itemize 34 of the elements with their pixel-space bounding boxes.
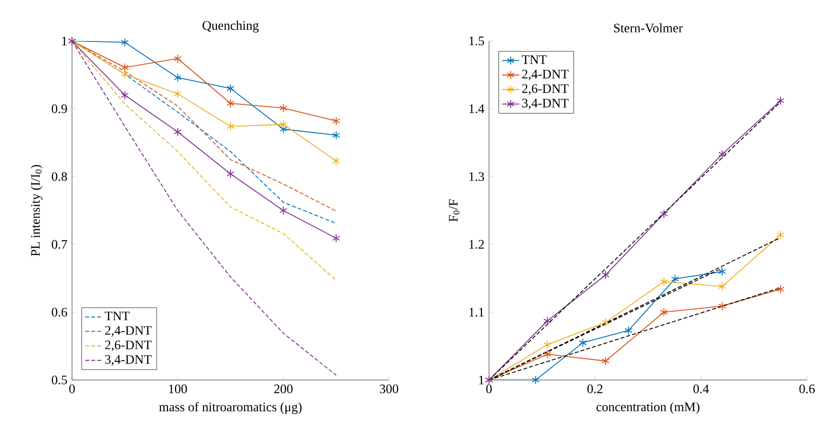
- y-tick-label: 0.5: [52, 376, 67, 384]
- x-tick-label: 0.6: [799, 384, 815, 394]
- legend-label: TNT: [522, 55, 547, 64]
- legend-label: 3,4-DNT: [522, 98, 569, 110]
- x-axis-title: concentration (mM): [596, 402, 700, 414]
- y-tick-label: 0.9: [52, 104, 67, 114]
- x-tick-label: 0: [486, 384, 492, 394]
- y-tick-label: 0.7: [52, 240, 68, 249]
- y-axis-title: PL intensity (I/I$_{0}$): [30, 165, 42, 256]
- legend-label: 2,6-DNT: [522, 84, 569, 95]
- legend-label: TNT: [104, 312, 130, 320]
- y-tick-label: 1: [479, 376, 484, 384]
- x-tick-label: 0.4: [693, 384, 709, 394]
- x-axis-title: mass of nitroaromatics (μg): [159, 402, 302, 414]
- y-tick-label: 1.1: [469, 308, 484, 317]
- y-tick-label: 1: [62, 36, 67, 46]
- x-tick-label: 100: [169, 384, 187, 394]
- x-tick-label: 200: [274, 384, 293, 394]
- x-tick-label: 0.2: [587, 384, 602, 394]
- y-tick-label: 1.4: [469, 104, 484, 114]
- x-tick-label: 300: [380, 384, 398, 394]
- x-tick-label: 0: [69, 384, 75, 394]
- chart-title: Stern-Volmer: [614, 23, 683, 32]
- chart-title: Quenching: [202, 20, 259, 32]
- legend-label: 2,6-DNT: [105, 340, 152, 352]
- legend-label: 2,4-DNT: [105, 326, 152, 337]
- y-tick-label: 0.6: [52, 308, 68, 317]
- y-tick-label: 1.5: [469, 36, 484, 46]
- y-axis-title: F$_{0}$/F: [448, 199, 460, 222]
- y-tick-label: 1.2: [469, 240, 484, 249]
- y-tick-label: 1.3: [469, 172, 484, 181]
- legend-label: 2,4-DNT: [522, 70, 569, 80]
- y-tick-label: 0.8: [52, 172, 67, 181]
- legend-label: 3,4-DNT: [105, 355, 152, 366]
